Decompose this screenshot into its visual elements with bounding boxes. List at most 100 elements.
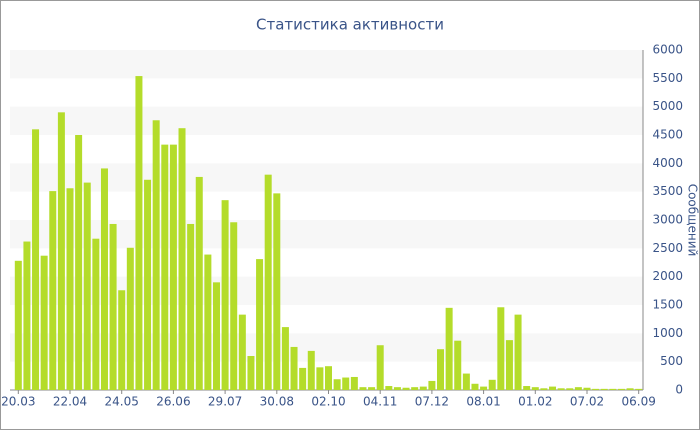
- band: [10, 163, 643, 192]
- bar: [256, 259, 264, 390]
- x-tick-label: 06.09: [622, 395, 656, 409]
- bar: [574, 387, 582, 390]
- x-tick-label: 04.11: [363, 395, 397, 409]
- x-tick-label: 08.01: [466, 395, 500, 409]
- bar: [40, 255, 48, 390]
- bar: [505, 340, 513, 390]
- bar: [14, 260, 22, 390]
- bar: [342, 377, 350, 390]
- bar: [583, 387, 591, 390]
- y-tick-label: 4500: [652, 128, 683, 142]
- bar: [281, 327, 289, 390]
- x-tick-label: 02.10: [311, 395, 345, 409]
- bar: [264, 174, 272, 390]
- bar: [195, 176, 203, 390]
- bar: [617, 388, 625, 390]
- bar: [437, 349, 445, 390]
- y-tick-label: 1500: [652, 298, 683, 312]
- bar: [497, 307, 505, 390]
- x-tick-label: 07.02: [570, 395, 604, 409]
- bar: [523, 386, 531, 390]
- bar: [135, 76, 143, 391]
- bar: [549, 386, 557, 390]
- bar: [350, 376, 358, 390]
- bar: [221, 200, 229, 390]
- y-tick-label: 500: [660, 354, 683, 368]
- bar: [273, 193, 281, 390]
- y-tick-label: 0: [675, 383, 683, 397]
- bar: [333, 379, 341, 390]
- bar: [626, 388, 634, 390]
- bar: [290, 346, 298, 390]
- y-tick-label: 4000: [652, 156, 683, 170]
- y-tick-label: 3000: [652, 213, 683, 227]
- bar: [230, 222, 238, 390]
- bar: [299, 367, 307, 390]
- bar: [368, 387, 376, 390]
- bar: [204, 254, 212, 390]
- x-tick-label: 20.03: [1, 395, 35, 409]
- x-tick-label: 30.08: [260, 395, 294, 409]
- bar: [83, 182, 91, 390]
- bar: [393, 387, 401, 390]
- bar: [169, 144, 177, 390]
- bar: [557, 388, 565, 390]
- bar: [75, 135, 83, 390]
- x-tick-label: 01.02: [518, 395, 552, 409]
- bar: [514, 314, 522, 390]
- bar: [100, 168, 108, 390]
- bar: [428, 380, 436, 390]
- bar: [462, 373, 470, 390]
- bar: [23, 241, 31, 390]
- y-tick-label: 6000: [652, 43, 683, 57]
- band: [10, 50, 643, 79]
- bar: [57, 112, 65, 390]
- bar: [385, 386, 393, 390]
- bar: [609, 388, 617, 390]
- bar: [66, 188, 74, 390]
- bar: [488, 379, 496, 390]
- bar: [411, 387, 419, 390]
- bar: [126, 247, 134, 390]
- bar: [247, 356, 255, 390]
- bar: [566, 388, 574, 390]
- bar: [376, 345, 384, 390]
- bar: [445, 307, 453, 390]
- bar: [540, 388, 548, 390]
- bar: [187, 223, 195, 390]
- x-tick-label: 26.06: [156, 395, 190, 409]
- bar: [307, 350, 315, 390]
- bar: [32, 129, 40, 391]
- y-tick-label: 1000: [652, 326, 683, 340]
- y-tick-label: 2500: [652, 241, 683, 255]
- y-axis-title: Сообщений: [686, 184, 700, 257]
- x-tick-label: 07.12: [415, 395, 449, 409]
- bar: [212, 282, 220, 390]
- bar: [178, 128, 186, 390]
- bar: [49, 191, 57, 390]
- bar: [161, 144, 169, 390]
- bar: [531, 387, 539, 390]
- bar: [316, 367, 324, 390]
- bar: [359, 387, 367, 390]
- bar: [238, 314, 246, 390]
- y-tick-label: 5000: [652, 99, 683, 113]
- bar: [152, 120, 160, 391]
- bar: [635, 388, 643, 390]
- x-tick-label: 29.07: [208, 395, 242, 409]
- x-tick-label: 22.04: [53, 395, 87, 409]
- bar: [118, 290, 126, 390]
- bar: [471, 383, 479, 390]
- x-tick-label: 24.05: [105, 395, 139, 409]
- bar: [480, 386, 488, 390]
- bar: [419, 386, 427, 390]
- bar: [109, 223, 117, 390]
- bar: [600, 388, 608, 390]
- y-tick-label: 2000: [652, 269, 683, 283]
- bar: [454, 340, 462, 390]
- bar: [402, 387, 410, 390]
- bar: [592, 388, 600, 390]
- y-tick-label: 5500: [652, 71, 683, 85]
- bar: [144, 179, 152, 390]
